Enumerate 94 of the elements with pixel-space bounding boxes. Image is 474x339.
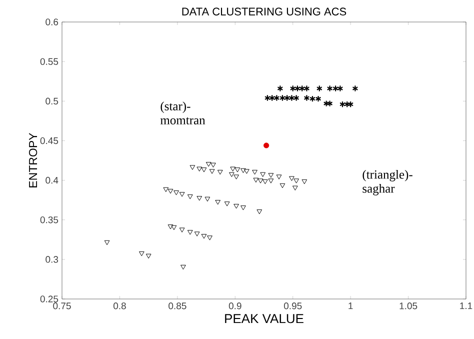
point [217,170,223,175]
x-tick-label: 0.95 [284,302,302,310]
y-tick-label: 0.5 [46,98,58,104]
point [262,179,268,184]
point [252,170,258,175]
annotation: (triangle)-saghar [362,170,412,196]
point [194,232,200,236]
point [344,100,350,108]
point [352,85,358,92]
point [210,162,216,168]
x-tick-label: 0.75 [53,302,71,310]
point [304,85,310,92]
point [171,225,177,230]
point [196,166,202,172]
x-tick-label: 0.8 [113,302,126,310]
y-tick-label: 0.6 [46,18,58,26]
point [326,100,333,107]
annotation: (star)-momtran [160,102,206,124]
point [277,85,284,92]
point [209,169,215,174]
point [179,192,185,197]
point [224,202,230,206]
point [279,94,286,102]
point [204,196,210,202]
point [264,142,270,148]
point [310,95,316,102]
point [326,85,333,92]
point [276,174,282,180]
point [146,254,152,259]
point [163,187,169,192]
point [201,234,207,239]
point [340,100,346,108]
point [206,162,212,167]
point [288,94,295,102]
x-tick-label: 1.05 [400,302,418,310]
y-tick-label: 0.35 [40,216,58,224]
point [207,236,212,240]
x-tick-label: 1.1 [460,302,472,310]
point [299,85,306,92]
point [260,172,266,177]
point [168,188,174,194]
point [234,204,239,209]
point [269,94,276,102]
point [274,94,280,102]
point [190,165,196,170]
point [253,178,259,183]
point [215,200,221,205]
point [304,94,310,102]
point [348,100,354,108]
point [292,186,298,190]
point [179,228,185,232]
point [337,85,344,92]
point [180,264,186,270]
point [196,196,202,201]
y-tick-label: 0.25 [40,296,58,302]
point [315,95,322,102]
point [316,85,322,92]
point [289,176,294,181]
point [244,169,250,174]
point [280,183,286,188]
point [104,240,110,246]
point [240,206,246,210]
point [323,100,330,107]
chart-title: DATA CLUSTERING USING ACS [182,8,346,16]
y-tick-label: 0.45 [40,137,58,144]
x-tick-label: 0.85 [168,302,186,310]
y-tick-label: 0.4 [46,176,58,184]
point [302,179,308,184]
point [234,168,240,172]
point [187,194,193,200]
y-axis-title: ENTROPY [28,132,38,188]
point [294,178,299,184]
point [201,168,207,172]
point [174,190,179,196]
point [229,172,234,177]
point [138,251,144,256]
y-tick-label: 0.3 [46,256,58,263]
point [293,94,300,102]
y-tick-label: 0.55 [40,58,58,65]
point [187,230,193,235]
point [332,85,339,92]
point [268,173,274,178]
x-tick-label: 0.9 [228,302,242,310]
x-axis-title: PEAK VALUE [225,314,304,324]
point [284,94,290,102]
point [264,94,270,102]
x-tick-label: 1 [348,302,353,310]
point [268,178,274,184]
point [234,174,239,180]
point [294,85,300,92]
point [258,178,264,184]
point [230,166,236,172]
point [290,85,296,92]
point [256,209,262,214]
